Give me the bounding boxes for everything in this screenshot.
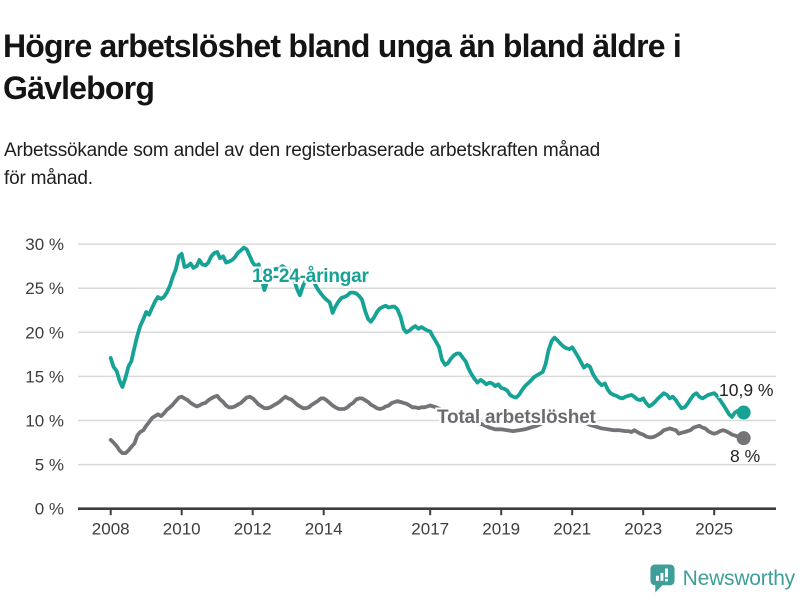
newsworthy-logo[interactable]: Newsworthy [649,563,795,594]
series-label-total: Total arbetslöshet [437,407,596,428]
x-axis-tick-label: 2019 [482,520,520,539]
chart-subtitle: Arbetssökande som andel av den registerb… [4,137,764,193]
y-axis-tick-label: 5 % [35,456,64,475]
series-line-total [108,393,746,456]
y-axis-tick-label: 15 % [25,367,64,386]
series-label-18-24: 18-24-åringar [252,266,369,287]
y-axis-tick-label: 0 % [35,500,64,519]
bar-chart-speech-bubble-icon [650,564,675,593]
x-axis-tick-label: 2017 [411,520,449,539]
end-dot-total [736,431,751,446]
title-line-2: Gävleborg [3,70,155,107]
end-value-label-total: 8 % [730,446,761,466]
newsworthy-logo-text: Newsworthy [682,566,796,590]
y-axis-tick-label: 10 % [25,412,64,431]
subtitle-line-2: för månad. [4,168,93,189]
x-axis-tick-label: 2012 [234,520,272,539]
title-line-1: Högre arbetslöshet bland unga än bland ä… [3,28,682,65]
series-line-18-24 [108,245,746,419]
y-axis-tick-label: 25 % [25,279,64,298]
x-axis-tick-label: 2008 [92,520,130,539]
end-value-label-18-24: 10,9 % [719,380,774,400]
x-axis-tick-label: 2014 [305,520,343,539]
end-dot-18-24 [736,405,751,420]
x-axis-tick-label: 2025 [695,520,733,539]
y-axis-tick-label: 30 % [25,235,64,254]
y-axis-tick-label: 20 % [25,323,64,342]
x-axis-tick-label: 2021 [553,520,591,539]
x-axis-tick-label: 2010 [163,520,201,539]
x-axis-tick-label: 2023 [624,520,662,539]
subtitle-line-1: Arbetssökande som andel av den registerb… [4,140,601,161]
page-title: Högre arbetslöshet bland unga än bland ä… [3,25,793,109]
